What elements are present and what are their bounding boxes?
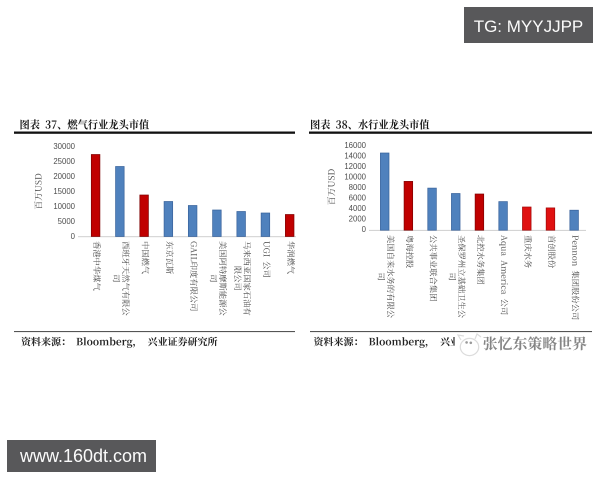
svg-text:15000: 15000: [53, 187, 75, 196]
svg-text:30000: 30000: [53, 142, 75, 151]
svg-text:16000: 16000: [344, 141, 366, 150]
svg-text:12000: 12000: [344, 162, 366, 171]
svg-text:14000: 14000: [344, 151, 366, 160]
svg-text:20000: 20000: [53, 172, 75, 181]
svg-text:8000: 8000: [349, 183, 367, 192]
svg-text:6000: 6000: [349, 193, 367, 202]
svg-text:2000: 2000: [349, 214, 367, 223]
svg-text:10000: 10000: [53, 202, 75, 211]
svg-text:4000: 4000: [349, 204, 367, 213]
svg-text:0: 0: [362, 225, 367, 234]
svg-text:25000: 25000: [53, 157, 75, 166]
svg-text:5000: 5000: [58, 217, 76, 226]
svg-text:0: 0: [71, 232, 76, 241]
svg-text:10000: 10000: [344, 172, 366, 181]
